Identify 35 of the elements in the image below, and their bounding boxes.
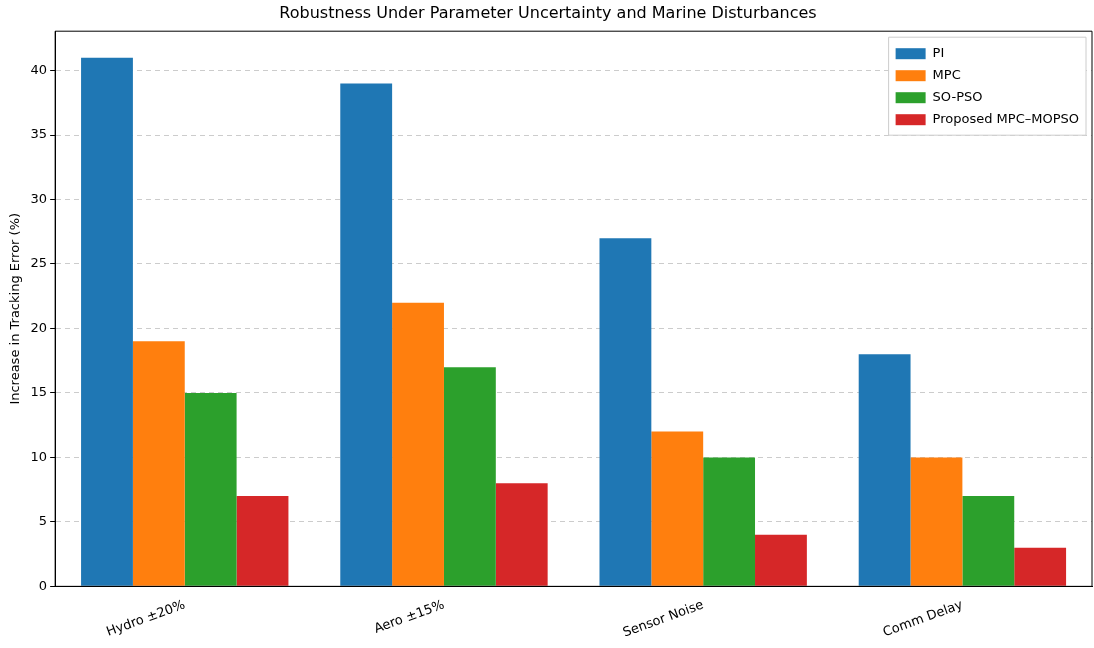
bar xyxy=(1014,547,1067,586)
bar xyxy=(962,496,1015,586)
bar xyxy=(340,83,393,586)
bar xyxy=(443,367,496,586)
y-tick-label: 40 xyxy=(30,61,48,77)
y-tick-label: 30 xyxy=(30,190,48,206)
x-tick-label: Comm Delay xyxy=(880,596,965,640)
bar xyxy=(495,483,548,586)
y-axis-title: Increase in Tracking Error (%) xyxy=(7,212,23,405)
y-tick-label: 35 xyxy=(30,126,48,142)
y-tick-label: 10 xyxy=(30,448,48,464)
legend-label: SO-PSO xyxy=(932,88,983,104)
bar xyxy=(599,238,652,586)
x-tick-label: Sensor Noise xyxy=(620,596,706,640)
x-tick-label: Aero ±15% xyxy=(371,596,447,636)
legend-label: MPC xyxy=(932,66,961,82)
y-tick-label: 25 xyxy=(30,255,48,271)
legend-label: Proposed MPC–MOPSO xyxy=(932,110,1079,126)
y-tick-label: 20 xyxy=(30,319,48,335)
chart-title: Robustness Under Parameter Uncertainty and Marine Disturbances xyxy=(279,2,817,22)
bar xyxy=(184,392,237,586)
legend-label: PI xyxy=(932,44,945,60)
y-tick-label: 5 xyxy=(38,513,48,529)
y-tick-label: 15 xyxy=(30,384,48,400)
bar xyxy=(392,302,444,586)
bar xyxy=(651,431,704,586)
bar xyxy=(755,534,807,586)
bar xyxy=(236,496,289,586)
bar xyxy=(703,457,756,586)
bar xyxy=(910,457,963,586)
x-tick-label: Hydro ±20% xyxy=(104,596,187,639)
y-tick-label: 0 xyxy=(38,577,48,593)
bar xyxy=(81,57,133,586)
bar xyxy=(858,354,911,586)
bar xyxy=(132,341,185,586)
